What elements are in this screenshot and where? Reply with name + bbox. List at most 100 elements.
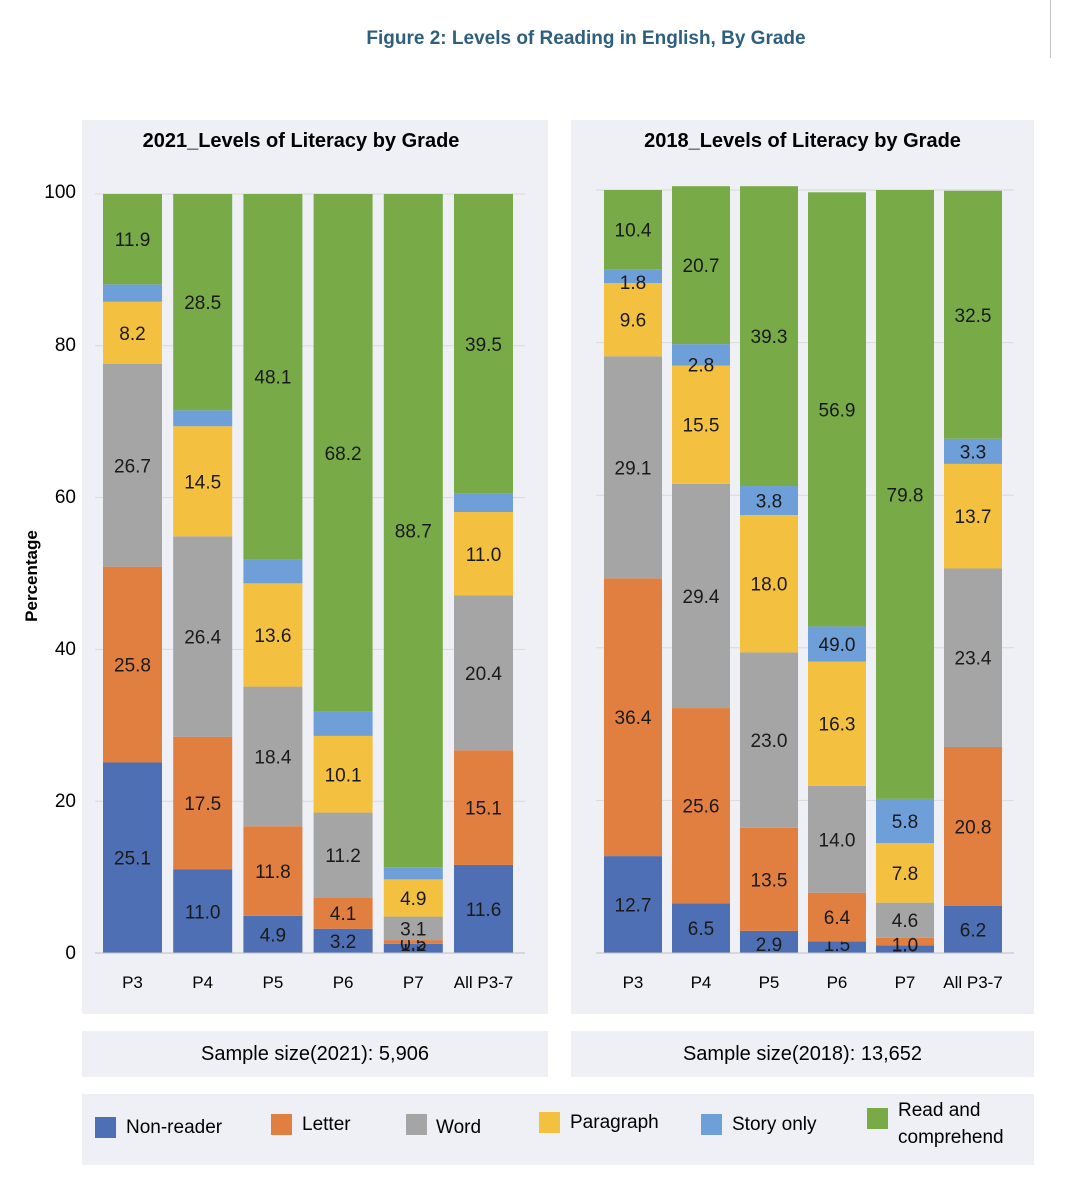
- data-label: 26.7: [114, 456, 151, 477]
- y-tick-label: 0: [65, 943, 76, 964]
- data-label: 2.9: [756, 935, 782, 956]
- bar-segment: [672, 344, 730, 366]
- data-label: 4.1: [330, 904, 356, 925]
- bar-segment: [740, 827, 798, 931]
- data-label: 11.6: [466, 900, 502, 921]
- bar-segment: [808, 785, 866, 893]
- bar-segment: [876, 798, 934, 844]
- bar-segment: [454, 512, 513, 596]
- bar-segment: [944, 438, 1002, 464]
- bar-segment: [173, 426, 233, 537]
- bar-segment: [604, 856, 662, 953]
- bar-segment: [454, 493, 513, 513]
- bar-segment: [454, 750, 513, 865]
- data-label: 29.4: [683, 587, 720, 608]
- bar-segment: [383, 867, 443, 880]
- y-tick-label: 20: [54, 791, 76, 812]
- bar-segment: [243, 686, 303, 827]
- legend-swatch-word: [406, 1114, 427, 1135]
- data-label: 4.9: [260, 925, 286, 946]
- data-label: 5.8: [892, 812, 918, 833]
- data-label: 18.4: [254, 747, 291, 768]
- bar-segment: [103, 284, 162, 302]
- category-label: P6: [333, 973, 354, 992]
- category-label: P3: [623, 973, 644, 992]
- bar-segment: [672, 186, 730, 345]
- data-label: 18.0: [751, 575, 788, 596]
- bar-segment: [808, 626, 866, 662]
- bar-segment: [740, 186, 798, 487]
- data-label: 10.4: [615, 221, 652, 242]
- data-label: 13.5: [751, 870, 788, 891]
- page-divider: [1050, 0, 1051, 58]
- bar-segment: [876, 843, 934, 903]
- legend-swatch-non-reader: [95, 1117, 116, 1138]
- data-label: 2.8: [688, 355, 714, 376]
- data-label: 17.5: [184, 794, 221, 815]
- data-label: 9.6: [620, 311, 646, 332]
- bar-segment: [876, 945, 934, 953]
- bar-segment: [103, 364, 162, 567]
- data-label: 1.8: [620, 273, 646, 294]
- bar-segment: [313, 711, 373, 736]
- category-label: P4: [691, 973, 712, 992]
- data-label: 28.5: [184, 293, 221, 314]
- category-label: P4: [192, 973, 213, 992]
- bar-segment: [454, 194, 513, 494]
- bar-segment: [454, 595, 513, 751]
- data-label: 11.0: [466, 545, 502, 566]
- bar-segment: [604, 269, 662, 284]
- bar-segment: [876, 937, 934, 946]
- bar-segment: [808, 661, 866, 786]
- category-label: P7: [895, 973, 916, 992]
- legend-label-story-only: Story only: [732, 1114, 817, 1135]
- legend-swatch-story-only: [701, 1114, 722, 1135]
- y-tick-label: 40: [54, 639, 76, 660]
- legend-swatch-paragraph: [539, 1112, 560, 1133]
- data-label: 13.6: [254, 626, 291, 647]
- legend-label-non-reader: Non-reader: [126, 1117, 223, 1138]
- data-label: 39.3: [751, 327, 788, 348]
- bar-segment: [173, 410, 233, 427]
- data-label: 11.2: [325, 846, 361, 867]
- bar-segment: [672, 483, 730, 709]
- data-label: 16.3: [819, 715, 856, 736]
- data-label: 23.4: [955, 649, 992, 670]
- data-label: 1.0: [892, 935, 918, 956]
- legend-swatch-read-and-comprehend: [867, 1108, 888, 1129]
- bar-segment: [740, 652, 798, 828]
- data-label: 56.9: [819, 400, 856, 421]
- data-label: 11.0: [185, 902, 221, 923]
- bar-segment: [313, 897, 373, 929]
- bar-segment: [740, 515, 798, 653]
- sample-size-2018: Sample size(2018): 13,652: [571, 1031, 1034, 1077]
- data-label: 6.2: [960, 920, 986, 941]
- legend-label-letter: Letter: [302, 1114, 351, 1135]
- category-label: All P3-7: [943, 973, 1003, 992]
- bar-segment: [313, 194, 373, 712]
- category-label: P6: [827, 973, 848, 992]
- data-label: 79.8: [887, 485, 924, 506]
- y-tick-label: 100: [44, 182, 76, 203]
- bar-segment: [313, 928, 373, 953]
- data-label: 25.1: [114, 849, 151, 870]
- figure-title: Figure 2: Levels of Reading in English, …: [366, 28, 806, 49]
- bar-segment: [243, 915, 303, 953]
- data-label: 6.5: [688, 919, 714, 940]
- data-label: 14.0: [819, 830, 856, 851]
- bar-segment: [383, 194, 443, 868]
- bar-segment: [383, 879, 443, 917]
- data-label: 3.8: [756, 492, 782, 513]
- bar-segment: [103, 301, 162, 365]
- data-label: 26.4: [184, 627, 221, 648]
- bar-segment: [944, 905, 1002, 953]
- bar-segment: [876, 190, 934, 799]
- bar-segment: [454, 864, 513, 953]
- data-label: 8.2: [119, 324, 145, 345]
- data-label: 32.5: [955, 306, 992, 327]
- data-label: 15.5: [683, 416, 720, 437]
- category-label: All P3-7: [454, 973, 514, 992]
- data-label: 3.2: [330, 932, 356, 953]
- category-label: P7: [403, 973, 424, 992]
- bar-segment: [944, 568, 1002, 747]
